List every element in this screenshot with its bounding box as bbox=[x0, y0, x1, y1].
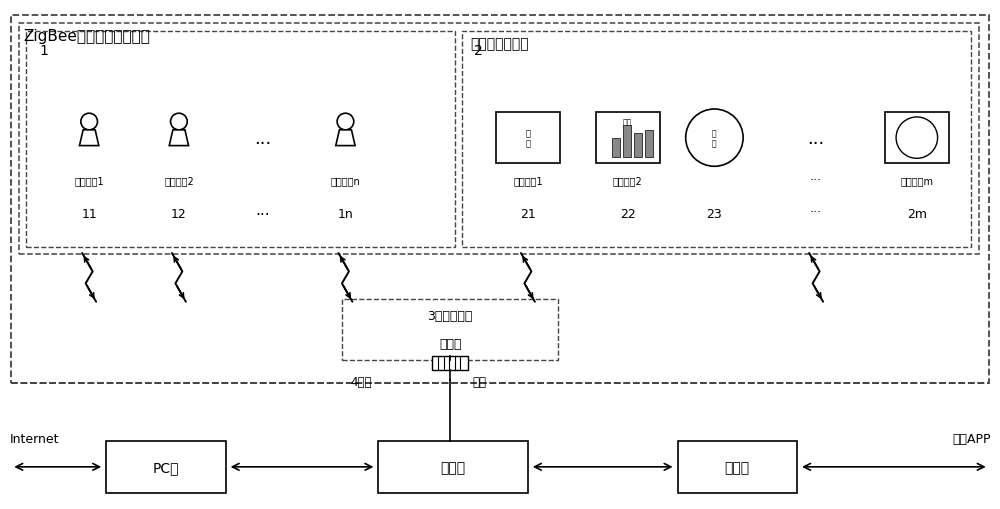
Text: 11: 11 bbox=[81, 208, 97, 221]
Text: 监护仪: 监护仪 bbox=[441, 460, 466, 474]
Bar bbox=[106, 441, 226, 493]
Text: 线缆: 线缆 bbox=[472, 376, 486, 388]
Text: 电极模块2: 电极模块2 bbox=[164, 176, 194, 186]
Text: 23: 23 bbox=[707, 208, 722, 221]
Text: 21: 21 bbox=[520, 208, 536, 221]
Text: 电极模块n: 电极模块n bbox=[331, 176, 360, 186]
Text: 22: 22 bbox=[620, 208, 636, 221]
Bar bbox=[496, 113, 560, 164]
Bar bbox=[623, 126, 631, 157]
Bar bbox=[378, 441, 528, 493]
Text: ...: ... bbox=[254, 129, 271, 147]
Text: Internet: Internet bbox=[9, 433, 59, 445]
Text: 护士站: 护士站 bbox=[725, 460, 750, 474]
Text: ZigBee无线传感器局域网: ZigBee无线传感器局域网 bbox=[23, 29, 150, 44]
Bar bbox=[19, 24, 979, 254]
Text: ...: ... bbox=[807, 129, 825, 147]
Text: 2: 2 bbox=[474, 44, 483, 58]
Text: 1n: 1n bbox=[338, 208, 353, 221]
Text: 协调器: 协调器 bbox=[439, 337, 461, 350]
Text: 12: 12 bbox=[171, 208, 187, 221]
Bar bbox=[612, 138, 620, 157]
Polygon shape bbox=[336, 131, 355, 146]
Text: 4连接: 4连接 bbox=[350, 376, 372, 388]
Bar bbox=[885, 113, 949, 164]
Text: ...: ... bbox=[810, 169, 822, 183]
Text: 1: 1 bbox=[39, 44, 48, 58]
Text: 3导联仪器端: 3导联仪器端 bbox=[427, 309, 473, 322]
Text: ...: ... bbox=[255, 203, 270, 217]
Bar bbox=[462, 32, 971, 247]
Text: 导联与探头前端: 导联与探头前端 bbox=[471, 37, 529, 51]
Bar bbox=[342, 299, 558, 361]
Text: 探头模块m: 探头模块m bbox=[900, 176, 933, 186]
Circle shape bbox=[896, 118, 938, 159]
Bar bbox=[645, 130, 653, 157]
Text: 2m: 2m bbox=[907, 208, 927, 221]
Bar bbox=[11, 16, 989, 384]
Text: 探头模块2: 探头模块2 bbox=[613, 176, 643, 186]
Text: 体
温: 体 温 bbox=[712, 129, 717, 148]
Text: 血
氧: 血 氧 bbox=[525, 129, 530, 148]
Circle shape bbox=[686, 110, 743, 167]
Bar bbox=[26, 32, 455, 247]
Bar bbox=[678, 441, 797, 493]
Polygon shape bbox=[169, 131, 189, 146]
Bar bbox=[596, 113, 660, 164]
Bar bbox=[634, 133, 642, 157]
Text: 移动APP: 移动APP bbox=[952, 433, 991, 445]
Text: 电极模块1: 电极模块1 bbox=[74, 176, 104, 186]
Bar bbox=[432, 357, 468, 371]
Text: ...: ... bbox=[810, 202, 822, 214]
Text: PC机: PC机 bbox=[153, 460, 179, 474]
Polygon shape bbox=[79, 131, 99, 146]
Text: 血压: 血压 bbox=[623, 118, 632, 127]
Text: 探头模块1: 探头模块1 bbox=[513, 176, 543, 186]
